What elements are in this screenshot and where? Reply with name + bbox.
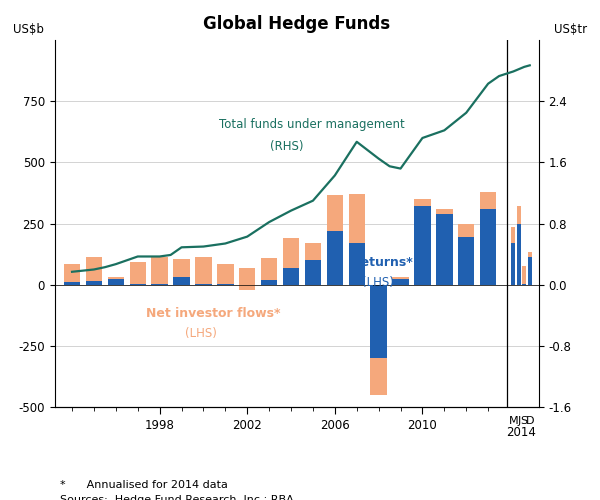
Bar [283, 238, 299, 268]
Text: US$tr: US$tr [554, 24, 587, 36]
Bar [173, 278, 190, 285]
Bar [86, 256, 102, 281]
Bar [261, 258, 277, 280]
Text: M: M [509, 416, 518, 426]
Bar [414, 199, 431, 206]
Bar [517, 224, 521, 285]
Bar [528, 256, 532, 285]
Bar [480, 192, 496, 209]
Bar [349, 194, 365, 243]
Bar [173, 259, 190, 278]
Bar [326, 196, 343, 231]
Text: Returns*: Returns* [352, 256, 414, 269]
Text: 2014: 2014 [506, 426, 536, 439]
Bar [458, 237, 475, 285]
Text: D: D [526, 416, 534, 426]
Bar [349, 243, 365, 285]
Bar [130, 284, 146, 285]
Text: *      Annualised for 2014 data: * Annualised for 2014 data [60, 480, 228, 490]
Bar [436, 214, 452, 285]
Text: (RHS): (RHS) [270, 140, 304, 153]
Bar [239, 285, 256, 290]
Bar [436, 209, 452, 214]
Bar [480, 209, 496, 285]
Text: J: J [517, 416, 520, 426]
Bar [86, 281, 102, 285]
Bar [458, 224, 475, 237]
Bar [511, 228, 515, 243]
Bar [305, 243, 321, 260]
Bar [195, 256, 212, 283]
Bar [370, 358, 387, 395]
Bar [239, 268, 256, 289]
Bar [283, 268, 299, 285]
Bar [107, 278, 124, 285]
Text: Net investor flows*: Net investor flows* [146, 307, 281, 320]
Bar [151, 256, 168, 283]
Bar [151, 284, 168, 285]
Bar [64, 264, 80, 282]
Bar [517, 206, 521, 224]
Bar [217, 264, 233, 283]
Bar [261, 280, 277, 285]
Bar [217, 284, 233, 285]
Bar [392, 278, 409, 285]
Bar [511, 243, 515, 285]
Bar [528, 252, 532, 256]
Bar [195, 284, 212, 285]
Title: Global Hedge Funds: Global Hedge Funds [203, 15, 390, 33]
Bar [414, 206, 431, 285]
Text: US$b: US$b [13, 24, 44, 36]
Text: (LHS): (LHS) [362, 276, 394, 289]
Bar [64, 282, 80, 285]
Bar [523, 266, 526, 283]
Bar [130, 262, 146, 283]
Bar [305, 260, 321, 285]
Bar [523, 284, 526, 285]
Text: Total funds under management: Total funds under management [219, 118, 405, 131]
Bar [326, 231, 343, 285]
Bar [370, 285, 387, 358]
Text: S: S [521, 416, 528, 426]
Text: (LHS): (LHS) [185, 328, 217, 340]
Text: Sources:  Hedge Fund Research, Inc.; RBA: Sources: Hedge Fund Research, Inc.; RBA [60, 495, 294, 500]
